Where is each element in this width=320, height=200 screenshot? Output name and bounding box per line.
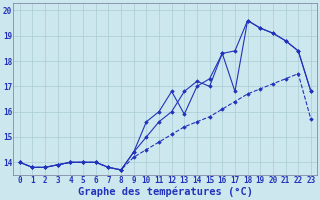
X-axis label: Graphe des températures (°C): Graphe des températures (°C): [78, 187, 253, 197]
